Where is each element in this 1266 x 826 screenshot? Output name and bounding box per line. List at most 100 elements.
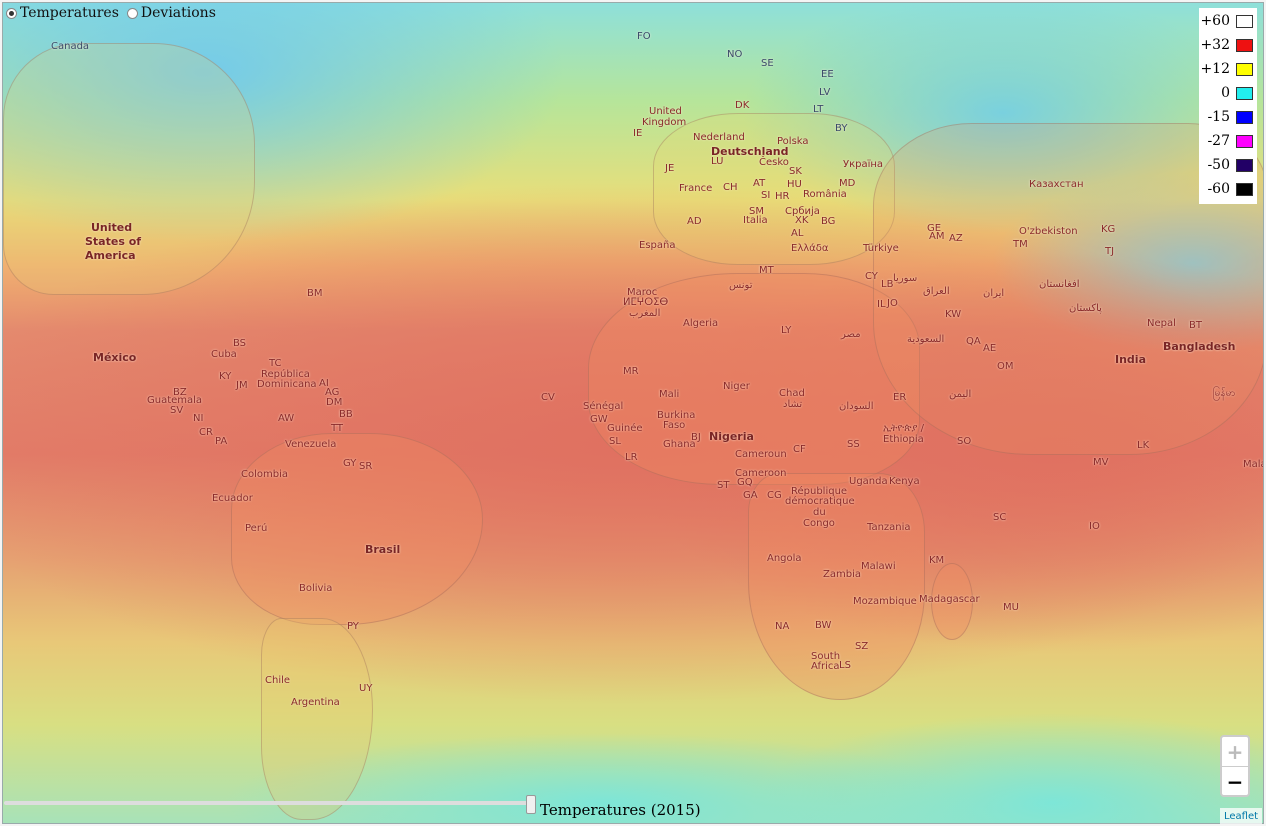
map-label: Mali	[659, 389, 680, 400]
map-label: démocratique	[785, 496, 855, 507]
map-label: Dominicana	[257, 379, 317, 390]
map-label: SO	[957, 436, 972, 447]
landmass-south-america-tip	[261, 618, 373, 820]
map-label: AL	[791, 228, 804, 239]
map-label: Angola	[767, 553, 802, 564]
map-label-mexico: México	[93, 351, 137, 364]
map-label: KY	[219, 371, 232, 382]
radio-deviations[interactable]	[126, 7, 138, 19]
map-label: SK	[789, 166, 802, 177]
map-label: AM	[929, 231, 945, 242]
map-label: Niger	[723, 381, 750, 392]
map-label: Česko	[759, 157, 789, 168]
map-label: NA	[775, 621, 790, 632]
map-label: CH	[723, 182, 738, 193]
layer-selector: Temperatures Deviations	[6, 5, 220, 21]
map-label: HU	[787, 179, 802, 190]
zoom-in-button[interactable]: +	[1222, 737, 1248, 767]
map-label: Algeria	[683, 318, 719, 329]
map-label: Bolivia	[299, 583, 333, 594]
map-label: SC	[993, 512, 1007, 523]
map-label: AT	[753, 178, 766, 189]
legend-label: 0	[1221, 85, 1230, 101]
map-label: Sénégal	[583, 401, 624, 412]
map-label: TT	[331, 423, 344, 434]
radio-temperatures[interactable]	[6, 7, 17, 19]
map-label: Türkiye	[863, 243, 899, 254]
year-slider-track[interactable]	[4, 801, 531, 805]
map-label: SE	[761, 58, 774, 69]
map-label: မြန်မာ	[1213, 388, 1236, 399]
map-label-usa: States of	[85, 235, 142, 248]
map-label: BY	[835, 123, 848, 134]
map-label: AE	[983, 343, 997, 354]
map-label: Казахстан	[1029, 179, 1084, 190]
map-label: PY	[347, 621, 359, 632]
map-label: SS	[847, 439, 860, 450]
map-label: EE	[821, 69, 834, 80]
map-label: CR	[199, 427, 213, 438]
map-label: JM	[236, 380, 248, 391]
map-label: LT	[813, 104, 824, 115]
map-label: BM	[307, 288, 323, 299]
map-label: DK	[735, 100, 750, 111]
map-label: Burkina	[657, 410, 696, 421]
landmass-south-america	[231, 433, 483, 625]
legend-swatch	[1236, 182, 1253, 196]
layer-option-deviations[interactable]: Deviations	[126, 5, 216, 21]
map-label-brasil: Brasil	[365, 543, 401, 556]
map-label: SM	[749, 206, 764, 217]
map-label: CV	[541, 392, 555, 403]
map-label: Perú	[245, 523, 268, 534]
map-label: تشاد	[783, 399, 803, 410]
map-label: OM	[997, 361, 1014, 372]
map-label: DM	[326, 397, 343, 408]
map-label: AG	[325, 387, 340, 398]
legend-label: -27	[1207, 133, 1230, 149]
year-slider-label: Temperatures (2015)	[540, 801, 701, 819]
map-label: MR	[623, 366, 639, 377]
map-label: AD	[687, 216, 702, 227]
map-label: Maroc	[627, 287, 658, 298]
map-label: Polska	[777, 136, 809, 147]
map-label: GQ	[737, 477, 753, 488]
map-label: Mala	[1243, 459, 1263, 470]
map-label: SI	[761, 190, 771, 201]
layer-option-label: Temperatures	[20, 5, 119, 21]
landmass-africa-north	[588, 273, 920, 485]
map-label: Malawi	[861, 561, 896, 572]
zoom-out-button[interactable]: −	[1226, 769, 1244, 794]
map-label: ST	[717, 480, 730, 491]
year-slider-handle[interactable]	[526, 795, 536, 814]
legend-label: -15	[1207, 109, 1230, 125]
map-label: LR	[625, 452, 638, 463]
map-label: Bangladesh	[1163, 340, 1236, 353]
map-label: ایران	[983, 288, 1005, 299]
map-label: España	[639, 240, 676, 251]
map-label: Nepal	[1147, 318, 1176, 329]
layer-option-label: Deviations	[140, 5, 216, 21]
map-label: Nederland	[693, 132, 745, 143]
map-label: Ecuador	[212, 493, 253, 504]
landmass-madagascar	[931, 563, 973, 640]
map-label: Zambia	[823, 569, 861, 580]
map-label-usa: United	[91, 221, 133, 234]
map-label: JE	[665, 163, 675, 174]
landmass-europe	[653, 113, 895, 265]
legend-label: +60	[1200, 13, 1230, 29]
map-label: LK	[1137, 440, 1150, 451]
legend-swatch	[1236, 86, 1253, 100]
map-label: Tanzania	[867, 522, 911, 533]
map-label: AW	[278, 413, 295, 424]
zoom-control: + −	[1220, 735, 1250, 797]
leaflet-attribution-link[interactable]: Leaflet	[1220, 808, 1262, 824]
legend-label: -50	[1207, 157, 1230, 173]
landmass-africa-south	[748, 473, 925, 700]
layer-option-temperatures[interactable]: Temperatures	[6, 5, 119, 21]
map-label: MT	[759, 265, 774, 276]
map-label: LV	[819, 87, 831, 98]
map-label: Ethiopia	[883, 434, 924, 445]
map-label: ኢትዮጵያ /	[883, 423, 925, 434]
map-label: Mozambique	[853, 596, 917, 607]
